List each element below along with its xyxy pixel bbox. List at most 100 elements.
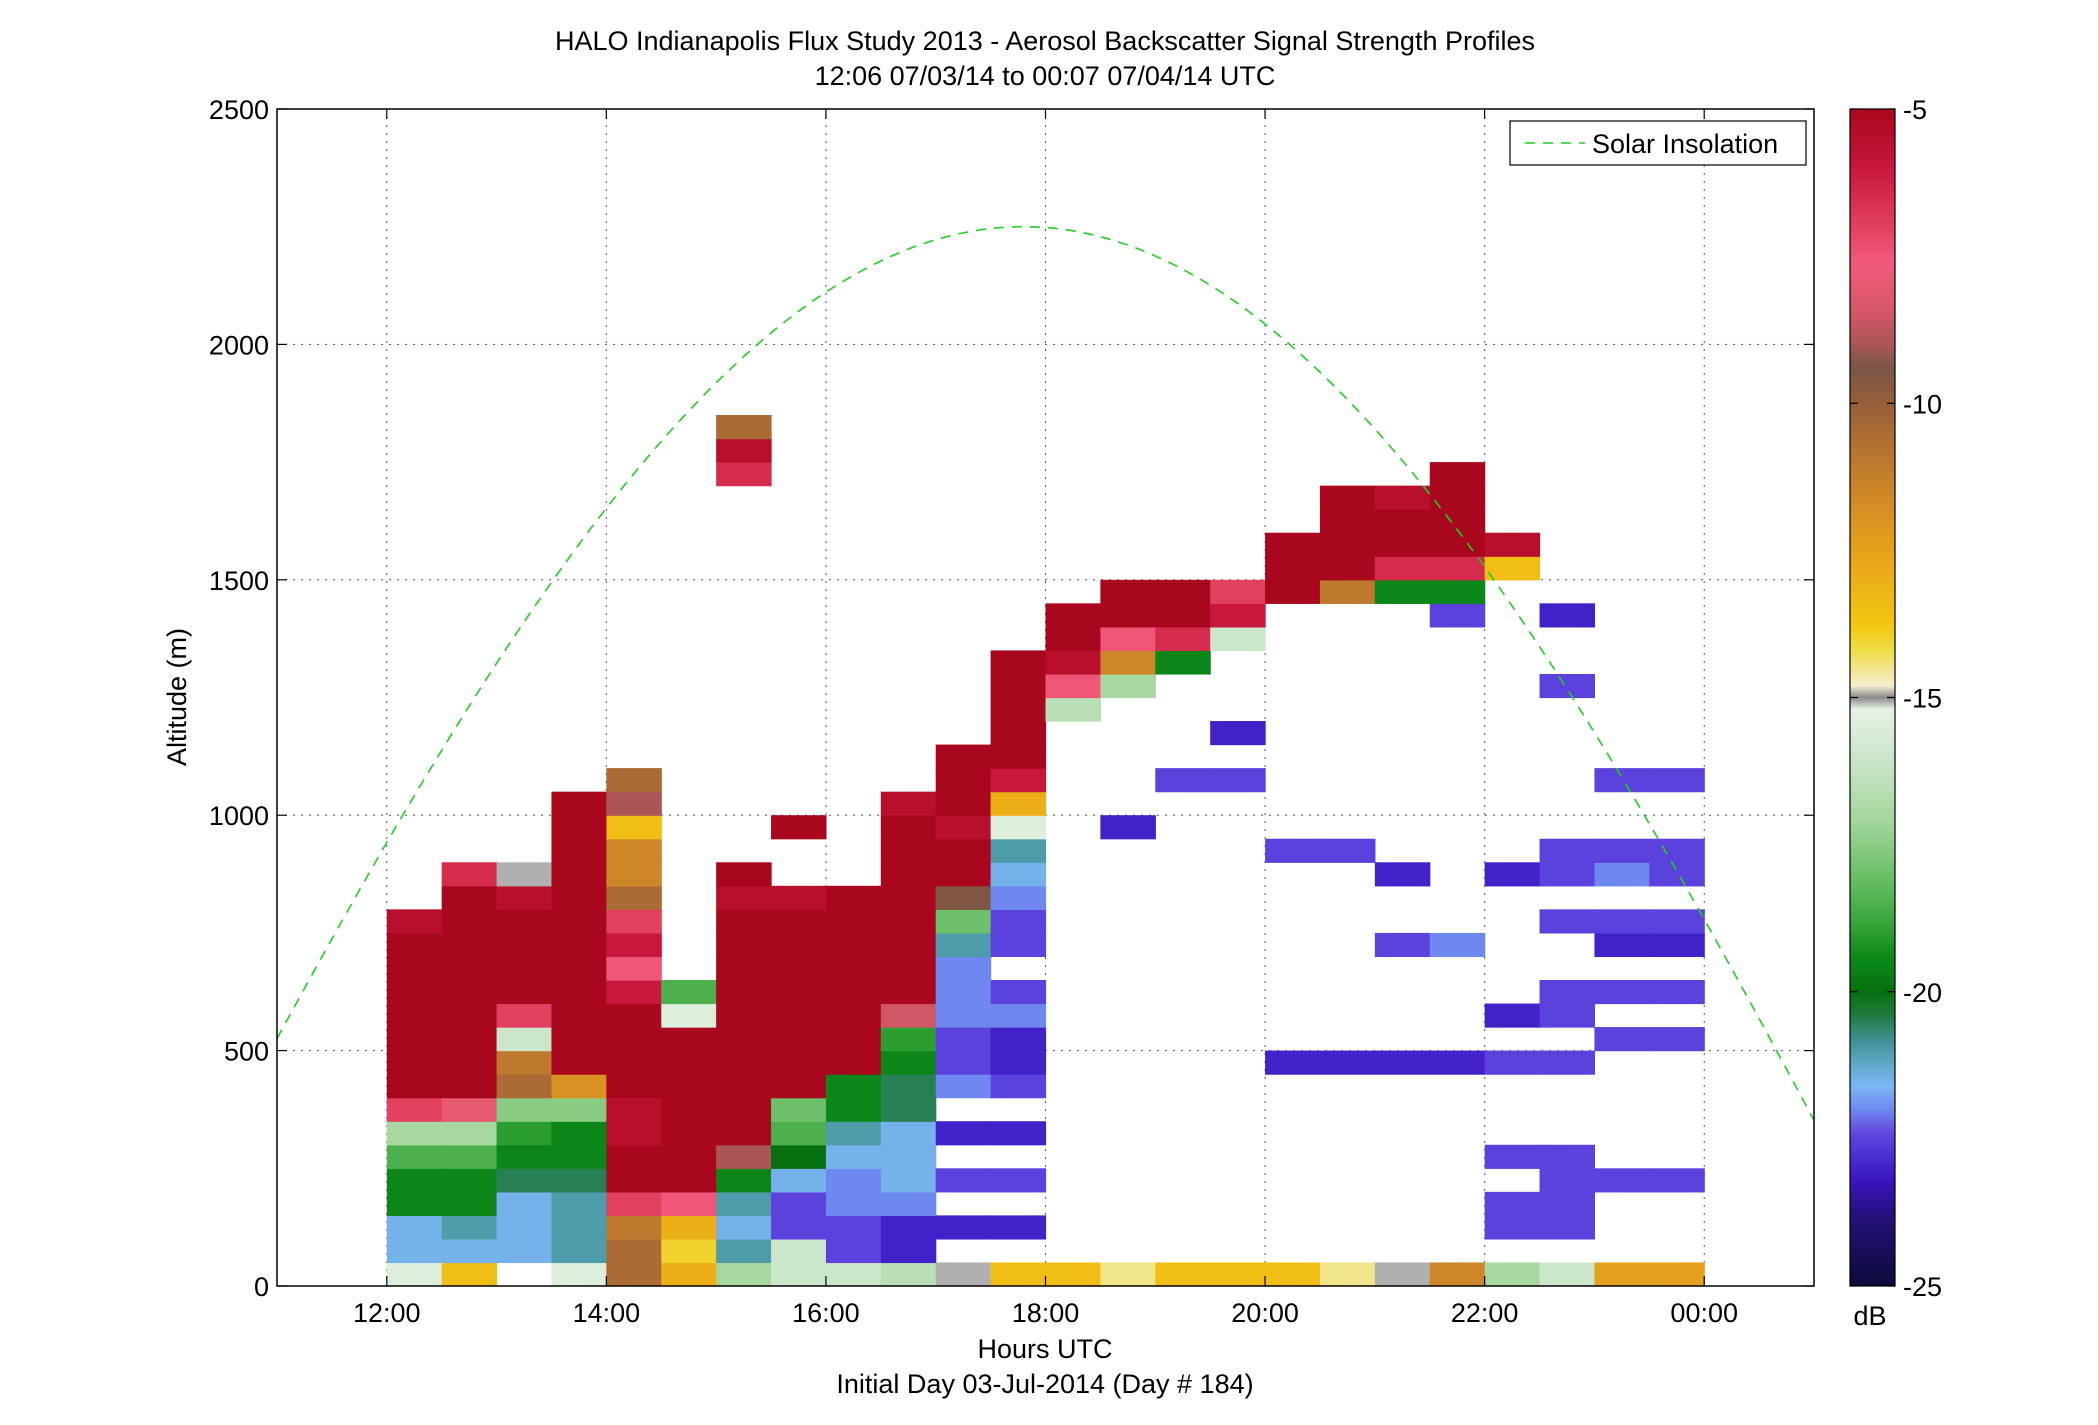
heatmap-cell — [1155, 1262, 1211, 1286]
y-tick-label: 1500 — [209, 566, 269, 596]
heatmap-cell — [386, 1168, 443, 1193]
x-tick-label: 20:00 — [1231, 1298, 1299, 1328]
heatmap-cell — [990, 1168, 1047, 1193]
heatmap-cell — [551, 815, 607, 840]
heatmap-cell — [1649, 1027, 1705, 1052]
heatmap-cell — [551, 791, 607, 816]
heatmap-cell — [1319, 556, 1376, 581]
heatmap-cell — [880, 838, 937, 863]
colorbar-tick-label: -10 — [1903, 389, 1942, 419]
heatmap-cell — [716, 415, 772, 440]
heatmap-cell — [825, 1238, 882, 1264]
heatmap-cell — [771, 979, 827, 1005]
heatmap-cell — [990, 1215, 1047, 1240]
heatmap-cell — [825, 1262, 882, 1286]
heatmap-cell — [1539, 838, 1596, 863]
x-tick-label: 14:00 — [573, 1298, 641, 1328]
heatmap-cell — [1594, 1168, 1650, 1193]
heatmap-cell — [990, 791, 1047, 816]
heatmap-cell — [496, 1238, 553, 1264]
heatmap-cell — [606, 1003, 662, 1028]
heatmap-cell — [935, 1121, 992, 1146]
heatmap-cell — [1319, 485, 1376, 510]
heatmap-cell — [1155, 626, 1211, 652]
heatmap-cell — [825, 1027, 882, 1052]
heatmap-cell — [606, 1168, 662, 1193]
heatmap-cell — [935, 815, 992, 840]
heatmap-cell — [1265, 1050, 1321, 1075]
heatmap-cell — [1649, 768, 1705, 793]
heatmap-cell — [1484, 1215, 1541, 1240]
heatmap-cell — [606, 862, 662, 887]
heatmap-cell — [825, 885, 882, 910]
heatmap-cell — [1374, 485, 1431, 510]
heatmap-cell — [990, 885, 1047, 910]
heatmap-cell — [716, 909, 772, 934]
heatmap-cell — [386, 1097, 443, 1122]
heatmap-cell — [386, 1027, 443, 1052]
heatmap-cell — [1045, 673, 1101, 699]
heatmap-cell — [716, 438, 772, 463]
colorbar-tick-label: -25 — [1903, 1272, 1942, 1302]
heatmap-cell — [386, 1238, 443, 1264]
heatmap-cell — [551, 1215, 607, 1240]
heatmap-cell — [496, 979, 553, 1005]
heatmap-cell — [1265, 579, 1321, 604]
heatmap-cell — [1374, 556, 1431, 581]
heatmap-cell — [771, 1215, 827, 1240]
heatmap-cell — [606, 838, 662, 863]
heatmap-cell — [606, 1144, 662, 1169]
heatmap-cell — [935, 932, 992, 958]
heatmap-cell — [825, 1121, 882, 1146]
heatmap-cell — [661, 1144, 717, 1169]
heatmap-cell — [496, 1097, 553, 1122]
heatmap-cell — [1265, 532, 1321, 557]
legend-box — [1509, 120, 1807, 166]
heatmap-cell — [1594, 932, 1650, 958]
heatmap-cell — [441, 1238, 498, 1264]
heatmap-cell — [935, 979, 992, 1005]
heatmap-cell — [496, 862, 553, 887]
heatmap-cell — [496, 1027, 553, 1052]
heatmap-cell — [496, 1074, 553, 1099]
heatmap-cell — [716, 1003, 772, 1028]
heatmap-cell — [880, 1050, 937, 1075]
heatmap-cell — [716, 1050, 772, 1075]
heatmap-cell — [1539, 1215, 1596, 1240]
heatmap-cell — [551, 979, 607, 1005]
heatmap-cell — [386, 1144, 443, 1169]
heatmap-cell — [771, 956, 827, 981]
heatmap-cell — [441, 1262, 498, 1286]
heatmap-cell — [935, 1168, 992, 1193]
heatmap-cell — [1100, 673, 1156, 699]
chart-title: HALO Indianapolis Flux Study 2013 - Aero… — [555, 26, 1535, 56]
heatmap-cell — [1484, 556, 1541, 581]
heatmap-cell — [716, 1191, 772, 1216]
heatmap-cell — [1210, 626, 1266, 652]
heatmap-cell — [825, 1097, 882, 1122]
heatmap-cell — [661, 1050, 717, 1075]
heatmap-cell — [880, 862, 937, 887]
heatmap-cell — [716, 1074, 772, 1099]
heatmap-cell — [1374, 1262, 1431, 1286]
heatmap-cell — [1265, 1262, 1321, 1286]
heatmap-cell — [990, 909, 1047, 934]
heatmap-cell — [716, 1121, 772, 1146]
heatmap-cell — [990, 815, 1047, 840]
heatmap-cell — [825, 1168, 882, 1193]
heatmap-cell — [1429, 1262, 1486, 1286]
heatmap-cell — [990, 768, 1047, 793]
heatmap-cell — [716, 1215, 772, 1240]
heatmap-cell — [606, 768, 662, 793]
heatmap-cell — [551, 932, 607, 958]
heatmap-cell — [1100, 603, 1156, 628]
heatmap-cell — [771, 1003, 827, 1028]
y-tick-label: 2000 — [209, 330, 269, 360]
heatmap-cell — [496, 1144, 553, 1169]
heatmap-cell — [771, 1144, 827, 1169]
heatmap-cell — [825, 909, 882, 934]
heatmap-cell — [551, 1050, 607, 1075]
heatmap-cell — [551, 1121, 607, 1146]
heatmap-cell — [1429, 532, 1486, 557]
heatmap-cell — [1539, 1168, 1596, 1193]
